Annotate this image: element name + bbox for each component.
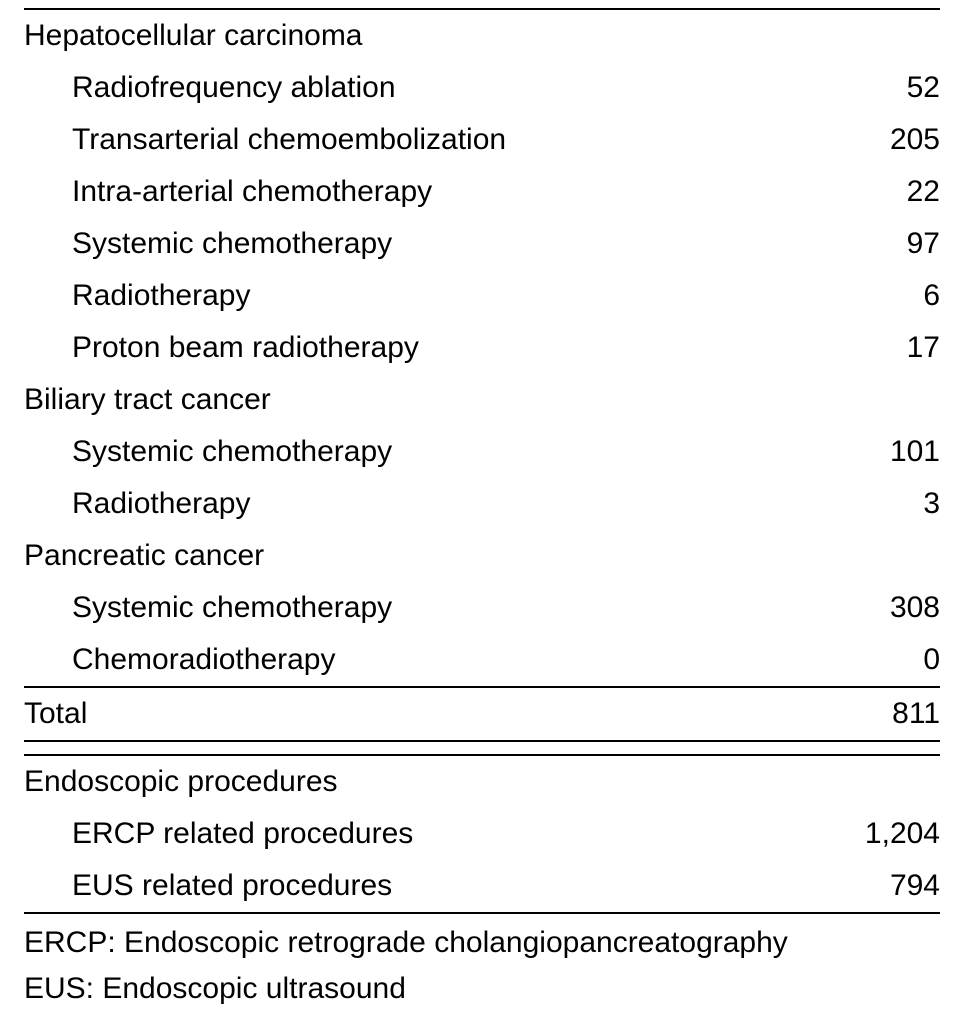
section-header-label: Endoscopic procedures (24, 755, 817, 808)
item-value: 308 (817, 582, 940, 634)
footnotes: ERCP: Endoscopic retrograde cholangiopan… (24, 912, 940, 1012)
spacer-row (24, 741, 940, 755)
item-label: Radiotherapy (24, 270, 817, 322)
item-label: Transarterial chemoembolization (24, 114, 817, 166)
section-header-row: Biliary tract cancer (24, 374, 940, 426)
item-value: 6 (817, 270, 940, 322)
section-header-label: Hepatocellular carcinoma (24, 9, 817, 62)
item-value: 52 (817, 62, 940, 114)
table-row: Intra-arterial chemotherapy 22 (24, 166, 940, 218)
item-value: 97 (817, 218, 940, 270)
item-value: 101 (817, 426, 940, 478)
item-label: Systemic chemotherapy (24, 426, 817, 478)
table-row: Chemoradiotherapy 0 (24, 634, 940, 687)
item-value: 1,204 (817, 808, 940, 860)
item-label: Radiotherapy (24, 478, 817, 530)
item-value: 22 (817, 166, 940, 218)
section-header-label: Pancreatic cancer (24, 530, 817, 582)
item-value: 17 (817, 322, 940, 374)
table-row: Radiofrequency ablation 52 (24, 62, 940, 114)
total-row: Total 811 (24, 687, 940, 741)
item-value: 3 (817, 478, 940, 530)
section-header-row: Endoscopic procedures (24, 755, 940, 808)
total-value: 811 (817, 687, 940, 741)
table-row: Systemic chemotherapy 97 (24, 218, 940, 270)
table-row: Proton beam radiotherapy 17 (24, 322, 940, 374)
section-header-label: Biliary tract cancer (24, 374, 817, 426)
item-label: Intra-arterial chemotherapy (24, 166, 817, 218)
section-header-value (817, 755, 940, 808)
section-header-value (817, 374, 940, 426)
section-header-row: Pancreatic cancer (24, 530, 940, 582)
item-value: 0 (817, 634, 940, 687)
item-value: 205 (817, 114, 940, 166)
section-header-value (817, 530, 940, 582)
table-row: Transarterial chemoembolization 205 (24, 114, 940, 166)
item-label: Radiofrequency ablation (24, 62, 817, 114)
item-label: Proton beam radiotherapy (24, 322, 817, 374)
data-table: Hepatocellular carcinoma Radiofrequency … (24, 8, 940, 912)
total-label: Total (24, 687, 817, 741)
section-header-value (817, 9, 940, 62)
item-value: 794 (817, 860, 940, 912)
section-header-row: Hepatocellular carcinoma (24, 9, 940, 62)
spacer-cell (817, 741, 940, 755)
item-label: ERCP related procedures (24, 808, 817, 860)
table-row: EUS related procedures 794 (24, 860, 940, 912)
item-label: Systemic chemotherapy (24, 582, 817, 634)
table-row: Radiotherapy 6 (24, 270, 940, 322)
table-row: Systemic chemotherapy 101 (24, 426, 940, 478)
table-row: Radiotherapy 3 (24, 478, 940, 530)
spacer-cell (24, 741, 817, 755)
item-label: Chemoradiotherapy (24, 634, 817, 687)
table-row: Systemic chemotherapy 308 (24, 582, 940, 634)
table-row: ERCP related procedures 1,204 (24, 808, 940, 860)
footnote-ercp: ERCP: Endoscopic retrograde cholangiopan… (24, 920, 940, 966)
item-label: Systemic chemotherapy (24, 218, 817, 270)
footnote-eus: EUS: Endoscopic ultrasound (24, 966, 940, 1012)
item-label: EUS related procedures (24, 860, 817, 912)
